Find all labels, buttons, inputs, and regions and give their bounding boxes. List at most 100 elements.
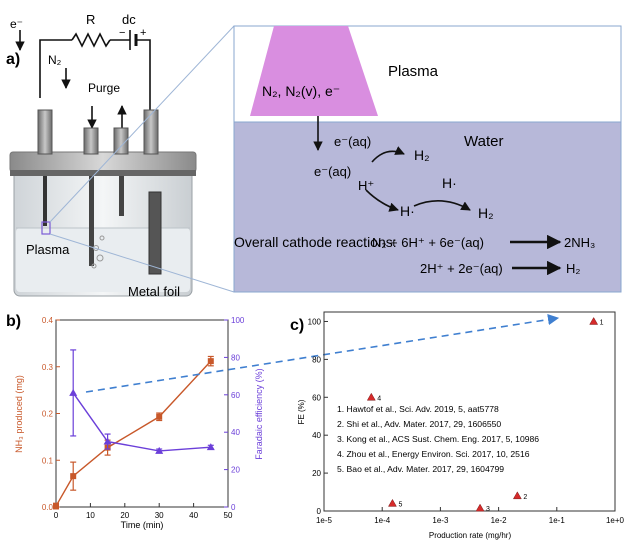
x-tick-label-b: 0 [54,511,59,520]
zoom-lines [49,25,235,293]
reaction-2-products: H₂ [566,261,580,276]
y-tick-label-c: 0 [317,507,322,516]
panel-b-chart: b) 0 10 20 30 40 50 0.0 0.1 0.2 0.3 0.4 0 20 40 60 80 10… [6,313,264,530]
reactor-water [16,228,190,292]
axis-ticks-c: 1e-5 1e-4 1e-3 1e-2 1e-1 1e+0 0 20 40 60 80 100 [308,317,625,525]
data-point-square-b [207,358,214,365]
plasma-trapezoid [250,26,378,116]
y-tick-label-c: 60 [312,393,321,402]
electron-symbol: e⁻ [10,17,23,31]
data-point-square-b [53,503,59,510]
plasma-label-small: Plasma [26,242,70,257]
legend-entry-c: 5. Bao et al., Adv. Mater. 2017, 29, 160… [337,464,504,474]
purge-label: Purge [88,81,120,95]
reaction-arrows [313,116,562,276]
y-tick-label-c: 80 [312,355,321,364]
legend-entry-c: 1. Hawtof et al., Sci. Adv. 2019, 5, aat… [337,404,499,414]
data-marks-b [53,349,215,510]
panel-a: a) e⁻ R dc − + N₂ Purge [6,12,622,299]
x-axis-label-c: Production rate (mg/hr) [429,531,512,540]
point-label-c: 4 [377,395,381,402]
data-point-triangle-b [103,437,112,445]
y-left-tick-label-b: 0.1 [42,456,54,465]
panel-a-label: a) [6,51,20,68]
y-left-tick-label-b: 0.2 [42,410,54,419]
circuit [15,30,151,129]
circuit-wire-right [136,39,151,110]
plasma-region-box [41,221,51,235]
plot-frame-b [55,319,229,508]
y-tick-label-c: 40 [312,431,321,440]
x-tick-label-b: 20 [120,511,129,520]
x-tick-label-c: 1e+0 [606,516,625,525]
outlet-tube [119,176,124,216]
series-line-b-1 [72,392,211,452]
n2-label: N₂ [48,53,62,67]
data-point-triangle-b [206,443,215,451]
point-label-c: 1 [600,319,604,326]
cathode-needle [43,176,47,226]
legend-entry-c: 2. Shi et al., Adv. Mater. 2017, 29, 160… [337,419,501,429]
purge-inlet-fitting [83,127,99,155]
legend-entry-c: 4. Zhou et al., Energy Environ. Sci. 201… [337,449,530,459]
legend-entry-c: 3. Kong et al., ACS Sust. Chem. Eng. 201… [337,434,539,444]
panel-c-label: c) [290,317,304,334]
x-tick-label-c: 1e-5 [316,516,333,525]
cathode-fitting [37,109,53,155]
point-label-c: 2 [523,494,527,501]
data-point-triangle-b [69,388,78,396]
y-axis-right-label-b: Faradaic efficiency (%) [254,368,264,459]
purge-tube [89,176,94,266]
y-left-tick-label-b: 0.0 [42,503,54,512]
data-point-square-b [156,413,163,420]
resistor-label: R [86,12,95,27]
solvated-electron-1: e⁻(aq) [334,134,371,149]
dc-label: dc [122,12,136,27]
zoom-panel: N₂, N₂(v), e⁻ Plasma Water e⁻(aq) H₂ e⁻(… [233,25,622,293]
axis-ticks-b: 0 10 20 30 40 50 0.0 0.1 0.2 0.3 0.4 0 20 40 60 80 100 [42,316,245,520]
metal-foil [148,191,162,275]
solvated-electron-2: e⁻(aq) [314,164,351,179]
h-atom-2: H· [442,175,457,191]
plot-frame-c [323,311,616,512]
y-left-tick-label-b: 0.4 [42,316,54,325]
resistor-zigzag [71,32,111,48]
bubble [96,254,104,262]
x-axis-label-b: Time (min) [121,520,164,530]
x-tick-label-c: 1e-3 [432,516,449,525]
data-point-c [475,503,485,512]
data-point-c [589,316,599,325]
reaction-1-products: 2NH₃ [564,235,595,250]
y-axis-label-c: FE (%) [297,399,306,424]
h2-product-1: H₂ [414,147,430,163]
reactor-lid-rim [10,170,196,176]
y-right-tick-label-b: 20 [231,466,240,475]
plasma-label-zoom: Plasma [388,63,439,80]
x-tick-label-c: 1e-2 [491,516,508,525]
y-axis-left-label-b: NH₃ produced (mg) [14,375,24,453]
comparison-arrow [85,314,560,393]
series-line-b-0 [55,360,212,507]
y-tick-label-c: 20 [312,469,321,478]
h2-formation-arrow-2 [413,200,471,211]
data-point-c [512,491,522,500]
h2-formation-arrow-1 [371,146,405,163]
h-atom-1: H· [400,203,415,219]
h-atom-arrow [365,189,399,212]
y-tick-label-c: 100 [308,317,322,326]
reactor [9,109,197,297]
reaction-1-reactants: N₂ + 6H⁺ + 6e⁻(aq) [372,235,484,250]
y-right-tick-label-b: 40 [231,428,240,437]
data-marks-c: 1 2 3 4 5 [366,316,604,513]
point-label-c: 3 [486,506,490,513]
reactor-lid [9,151,197,173]
data-point-triangle-b [155,446,164,454]
h2-product-2: H₂ [478,205,494,221]
bubble [99,235,105,241]
minus-sign: − [119,27,125,39]
metal-foil-label: Metal foil [128,284,180,299]
x-tick-label-b: 40 [189,511,198,520]
legend-c: 1. Hawtof et al., Sci. Adv. 2019, 5, aat… [337,404,539,474]
plus-sign: + [140,27,146,39]
